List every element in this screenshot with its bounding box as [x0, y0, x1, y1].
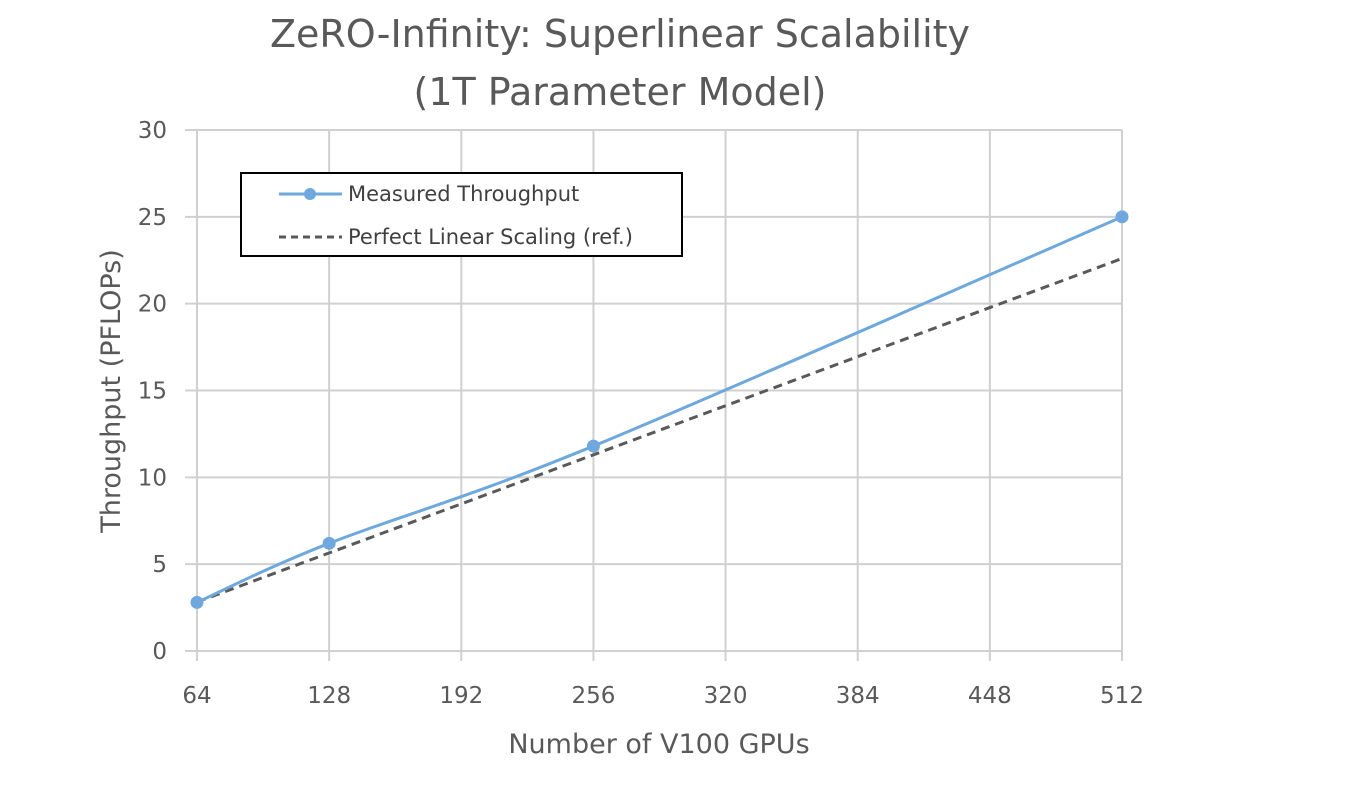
data-point: [190, 595, 204, 609]
chart-title-line1: ZeRO-Infinity: Superlinear Scalability: [270, 12, 970, 56]
series-line-measured: [196, 215, 1123, 604]
chart-title-line2: (1T Parameter Model): [414, 70, 827, 114]
x-axis-label: Number of V100 GPUs: [508, 729, 809, 760]
legend-label-linear: Perfect Linear Scaling (ref.): [348, 225, 633, 249]
x-tick-label: 320: [704, 683, 748, 709]
tick-labels: 0 5 10 15 20 25 30 64 128 192 256 320 384 448 512: [138, 118, 1144, 709]
x-tick-label: 384: [836, 683, 880, 709]
legend-label-measured: Measured Throughput: [348, 182, 579, 206]
x-tick-label: 448: [968, 683, 1012, 709]
legend: Measured Throughput Perfect Linear Scali…: [240, 172, 683, 257]
x-tick-label: 192: [439, 683, 483, 709]
y-tick-label: 20: [138, 292, 167, 318]
series-group: [190, 210, 1129, 609]
x-tick-label: 128: [307, 683, 351, 709]
data-point: [322, 536, 336, 550]
y-tick-label: 5: [152, 552, 167, 578]
data-point: [1115, 210, 1129, 224]
data-point: [586, 439, 600, 453]
y-axis-label: Throughput (PFLOPs): [96, 249, 127, 534]
x-tick-label: 64: [182, 683, 211, 709]
legend-marker-measured: [304, 188, 316, 200]
y-tick-label: 30: [138, 118, 167, 144]
y-tick-label: 0: [152, 639, 167, 665]
legend-box: [240, 172, 683, 257]
x-tick-label: 256: [571, 683, 615, 709]
y-tick-label: 15: [138, 379, 167, 405]
y-tick-label: 25: [138, 205, 167, 231]
x-tick-label: 512: [1100, 683, 1144, 709]
y-tick-label: 10: [138, 465, 167, 491]
series-line-linear: [196, 257, 1123, 604]
